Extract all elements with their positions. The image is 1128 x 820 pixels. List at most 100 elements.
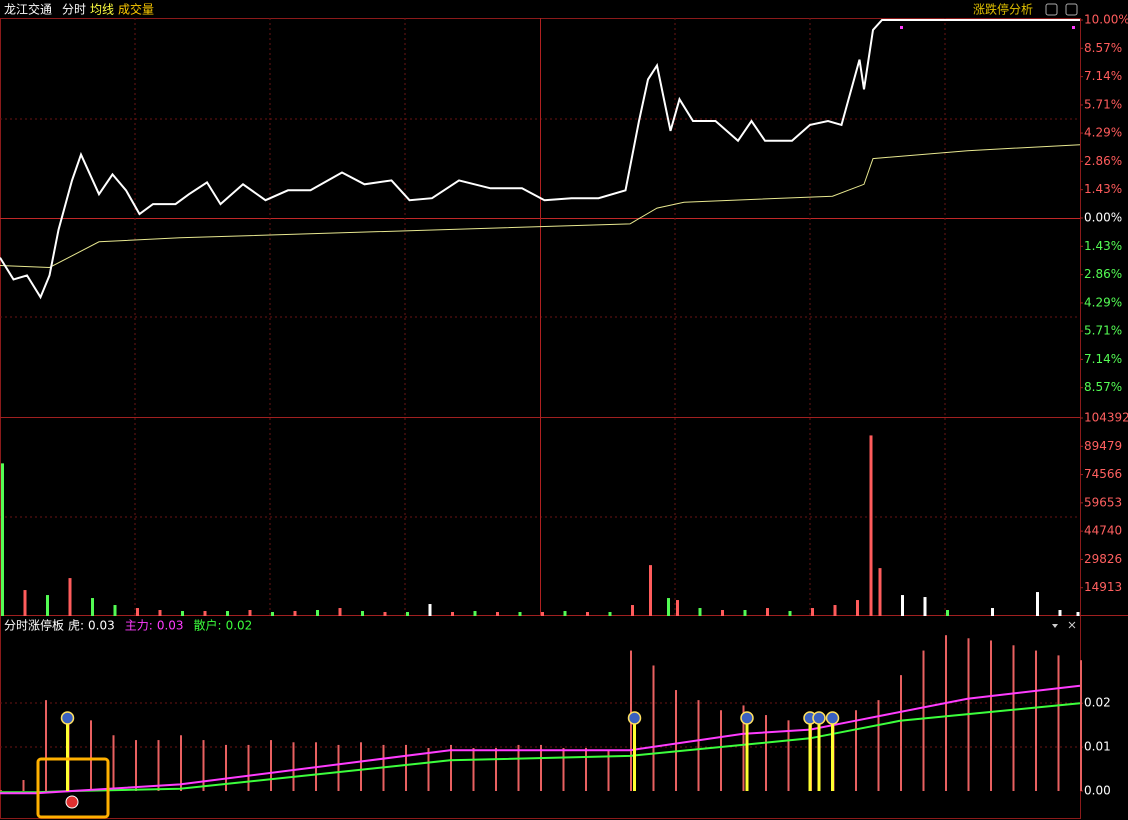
signal-icon bbox=[740, 711, 754, 725]
dropdown-icon[interactable] bbox=[1052, 624, 1058, 628]
volume-toggle[interactable]: 成交量 bbox=[118, 2, 154, 17]
up-icon[interactable] bbox=[1045, 3, 1058, 16]
price-tick-label: 7.14% bbox=[1084, 352, 1122, 366]
indicator-bar bbox=[585, 747, 587, 791]
indicator-bar bbox=[472, 747, 475, 791]
price-tick-label: 8.57% bbox=[1084, 380, 1122, 394]
volume-bar bbox=[203, 611, 207, 616]
indicator-bar bbox=[292, 742, 295, 791]
volume-bar bbox=[923, 597, 927, 616]
indicator-bar bbox=[225, 744, 227, 791]
price-tick-label: 2.86% bbox=[1084, 154, 1122, 168]
view-tab[interactable]: 分时 bbox=[62, 3, 86, 17]
volume-bar bbox=[991, 608, 994, 616]
indicator-bar bbox=[607, 750, 610, 791]
indicator-bar bbox=[697, 700, 700, 791]
indicator-bar bbox=[450, 744, 452, 791]
volume-bar bbox=[946, 610, 949, 616]
indicator-bar bbox=[495, 747, 497, 791]
indicator-bar bbox=[135, 740, 137, 791]
indicator-bar bbox=[922, 650, 925, 791]
price-tick-label: 5.71% bbox=[1084, 97, 1122, 111]
volume-bar bbox=[541, 612, 544, 616]
indicator-bar bbox=[22, 780, 25, 791]
indicator-bar bbox=[45, 700, 47, 791]
indicator-bar bbox=[157, 740, 160, 791]
window-icon[interactable] bbox=[1065, 3, 1078, 16]
indicator-bar bbox=[855, 710, 857, 791]
indicator-bar bbox=[1057, 655, 1060, 791]
indicator-bar bbox=[675, 690, 677, 791]
main-line bbox=[0, 684, 1081, 795]
legend-name: 主力: bbox=[125, 619, 153, 633]
signal-ball bbox=[65, 795, 79, 809]
volume-bar bbox=[766, 608, 769, 616]
volume-bar bbox=[248, 610, 252, 616]
indicator-bar bbox=[405, 744, 407, 791]
indicator-tick-label: 0.00 bbox=[1084, 784, 1111, 798]
indicator-bar bbox=[247, 744, 250, 791]
legend-value: 0.03 bbox=[157, 619, 184, 633]
volume-bar bbox=[181, 611, 184, 616]
volume-bar bbox=[383, 612, 387, 616]
volume-tick-label: 74566 bbox=[1084, 467, 1122, 481]
indicator-tick-label: 0.01 bbox=[1084, 740, 1111, 754]
indicator-bar bbox=[427, 747, 430, 791]
indicator-bar bbox=[765, 715, 767, 791]
indicator-bar bbox=[180, 735, 182, 791]
close-icon[interactable] bbox=[1068, 621, 1076, 629]
signal-icon bbox=[60, 711, 75, 725]
indicator-bar bbox=[202, 740, 205, 791]
indicator-bar bbox=[270, 740, 272, 791]
volume-bar bbox=[68, 578, 72, 616]
marks: 10.00% 8.57% 7.14% 5.71% 4.29% 2.86% 1.43% 0.00… bbox=[0, 13, 1128, 798]
volume-bar bbox=[586, 612, 589, 616]
tool-button[interactable]: 涨跌停分析 bbox=[973, 2, 1033, 17]
signal-icon bbox=[627, 711, 642, 725]
indicator-bar bbox=[0, 790, 2, 791]
volume-bar bbox=[788, 611, 792, 616]
volume-bar bbox=[136, 608, 139, 616]
indicator-bar bbox=[652, 665, 655, 791]
volume-bar bbox=[721, 610, 724, 616]
volume-bar bbox=[113, 605, 117, 616]
stock-name: 龙江交通 bbox=[4, 2, 52, 17]
volume-bar bbox=[23, 590, 27, 616]
volume-bar bbox=[451, 612, 454, 616]
indicator-bar bbox=[1035, 650, 1037, 791]
indicator-bar bbox=[1080, 660, 1082, 791]
volume-bar bbox=[901, 595, 904, 616]
volume-bar bbox=[406, 612, 409, 616]
avg-line bbox=[0, 144, 1081, 269]
volume-bar bbox=[1036, 592, 1039, 616]
indicator-bar bbox=[337, 744, 340, 791]
indicator-bar bbox=[360, 742, 362, 791]
dot bbox=[900, 26, 903, 29]
highlight-box bbox=[36, 757, 110, 819]
volume-bar bbox=[226, 611, 229, 616]
volume-bar bbox=[271, 612, 274, 616]
volume-bar bbox=[1076, 612, 1080, 616]
legend-name: 虎: bbox=[68, 619, 84, 633]
volume-bar bbox=[649, 565, 652, 616]
indicator-bar bbox=[517, 744, 520, 791]
signal-icon bbox=[812, 711, 826, 725]
volume-bar bbox=[856, 600, 859, 616]
volume-tick-label: 104392 bbox=[1084, 411, 1128, 425]
price-tick-label: 7.14% bbox=[1084, 69, 1122, 83]
volume-tick-label: 44740 bbox=[1084, 524, 1122, 538]
volume-tick-label: 89479 bbox=[1084, 439, 1122, 453]
price-tick-label: 4.29% bbox=[1084, 295, 1122, 309]
volume-bar bbox=[361, 611, 364, 616]
indicator-bar bbox=[787, 720, 790, 791]
price-tick-label: 10.00% bbox=[1084, 13, 1128, 27]
volume-bar bbox=[869, 435, 873, 616]
price-tick-label: 8.57% bbox=[1084, 41, 1122, 55]
volume-tick-label: 29826 bbox=[1084, 552, 1122, 566]
volume-bar bbox=[811, 608, 814, 616]
volume-bar bbox=[91, 598, 94, 616]
price-tick-label: 1.43% bbox=[1084, 182, 1122, 196]
avg-toggle[interactable]: 均线 bbox=[90, 3, 114, 17]
price-tick-label: 1.43% bbox=[1084, 239, 1122, 253]
